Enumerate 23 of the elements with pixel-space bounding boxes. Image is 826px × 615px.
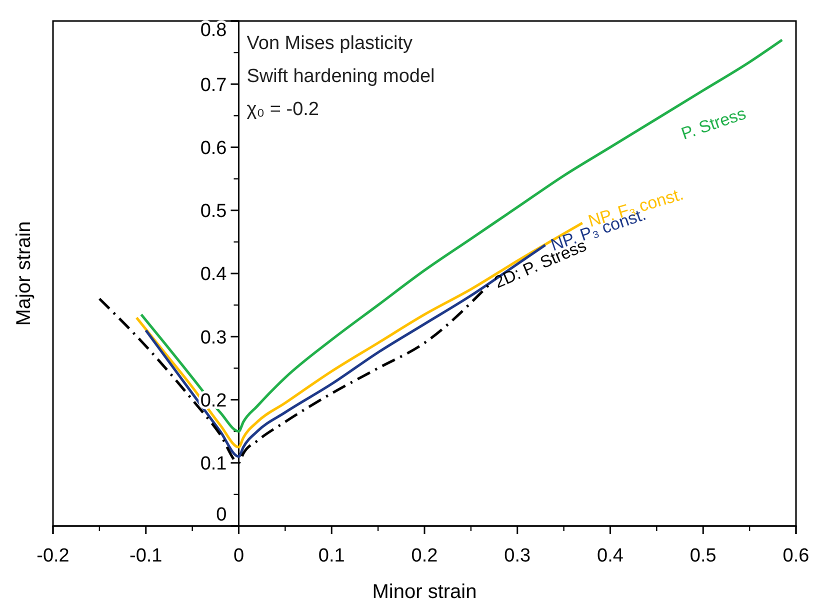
x-tick-label: -0.2: [36, 545, 70, 566]
y-tick-label: 0: [216, 504, 227, 526]
x-tick-label: 0.1: [318, 545, 345, 566]
y-tick-label: 0.4: [200, 264, 228, 286]
x-tick-label: 0.6: [782, 545, 810, 566]
annotation: Swift hardening model: [246, 66, 435, 87]
x-tick-label: 0.2: [411, 545, 438, 566]
x-tick-label: 0: [233, 545, 244, 566]
y-tick-label: 0.5: [200, 201, 227, 222]
text: P. Stress: [678, 104, 748, 144]
y-tick-label: 0.1: [200, 454, 227, 475]
x-tick-label: 0.5: [690, 545, 716, 566]
y-tick-label: 0.7: [200, 74, 227, 96]
y-tick-label: 0.6: [200, 138, 227, 159]
x-axis-title: Minor strain: [372, 581, 477, 603]
x-tick-label: 0.3: [504, 545, 531, 566]
annotation: χ₀ = -0.2: [246, 99, 320, 120]
y-tick-label: 0.3: [200, 327, 227, 348]
y-tick-label: 0.8: [200, 20, 227, 42]
x-tick-label: -0.1: [130, 545, 162, 566]
y-axis-title: Major strain: [13, 221, 35, 326]
x-tick-label: 0.4: [597, 545, 624, 566]
annotation: Von Mises plasticity: [246, 33, 414, 54]
